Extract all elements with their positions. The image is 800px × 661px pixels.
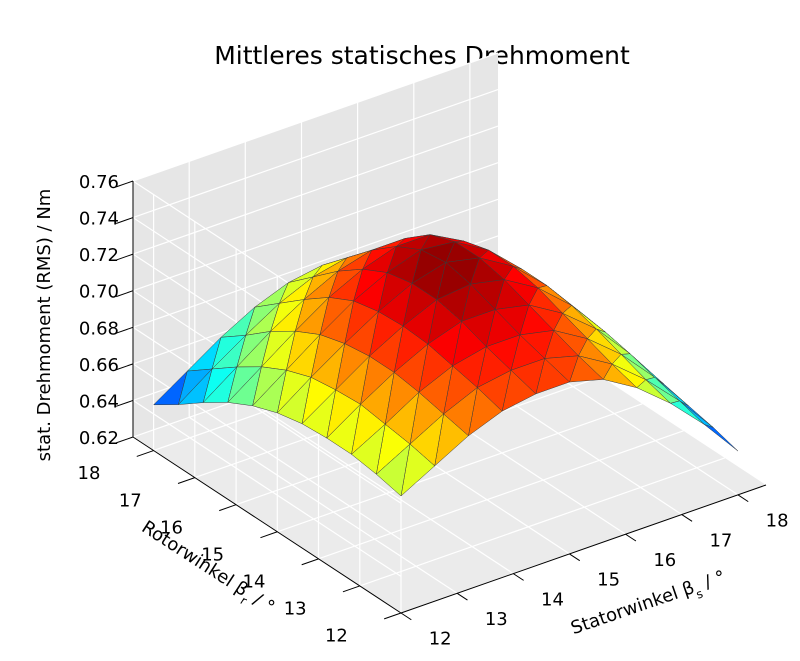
x-tick-mark (625, 533, 637, 542)
surface-face (277, 377, 312, 424)
y-tick-label: 18 (78, 463, 101, 484)
y-axis-line (132, 436, 402, 614)
y-tick-label: 15 (201, 544, 224, 565)
z-axis-label: stat. Drehmoment (RMS) / Nm (34, 189, 55, 462)
x-tick-label: 12 (429, 629, 452, 650)
x-axis-label: Statorwinkel βs / ° (568, 567, 730, 644)
z-tick-label: 0.66 (79, 355, 119, 376)
z-tick-label: 0.70 (79, 282, 119, 303)
y-tick-label: 13 (284, 599, 307, 620)
surface-face (178, 368, 213, 405)
y-tick-label: 16 (160, 517, 183, 538)
z-tick-label: 0.76 (79, 172, 119, 193)
surface-face (670, 400, 705, 425)
x-tick-label: 14 (541, 589, 564, 610)
x-tick-mark (569, 553, 581, 562)
surface-face (252, 369, 287, 414)
surface-face (703, 424, 739, 452)
x-tick-mark (400, 612, 412, 621)
y-tick-mark (260, 531, 278, 539)
z-tick-mark (115, 290, 134, 298)
z-tick-mark (115, 399, 134, 407)
y-tick-label: 12 (325, 626, 348, 647)
x-tick-mark (456, 592, 468, 601)
x-tick-label: 13 (485, 609, 508, 630)
x-tick-label: 15 (597, 570, 620, 591)
surface-face (376, 443, 411, 497)
z-tick-label: 0.74 (79, 209, 119, 230)
z-tick-mark (115, 363, 134, 371)
z-tick-mark (115, 436, 134, 444)
x-tick-label: 17 (709, 530, 732, 551)
y-tick-mark (342, 585, 360, 593)
chart-title: Mittleres statisches Drehmoment (214, 41, 630, 70)
z-tick-mark (115, 253, 134, 261)
z-tick-label: 0.64 (79, 391, 119, 412)
y-tick-mark (219, 504, 237, 512)
y-axis-label: Rotorwinkel βr / ° (135, 517, 278, 623)
x-tick-label: 18 (766, 511, 789, 532)
z-tick-label: 0.72 (79, 245, 119, 266)
axes: 12 13 14 15 16 17 18 12 13 14 15 16 17 18 0.62 0.64 0.66… (78, 172, 789, 650)
y-tick-mark (383, 612, 402, 620)
y-tick-label: 17 (119, 490, 142, 511)
y-tick-mark (177, 477, 196, 484)
z-tick-mark (115, 326, 134, 334)
z-tick-label: 0.62 (79, 428, 119, 449)
z-tick-mark (115, 180, 134, 188)
z-tick-label: 0.68 (79, 318, 119, 339)
x-axis-line (400, 484, 767, 614)
x-tick-mark (513, 573, 524, 581)
y-tick-mark (301, 558, 319, 566)
y-tick-label: 14 (243, 572, 266, 593)
x-tick-mark (737, 494, 749, 503)
y-tick-mark (136, 450, 154, 457)
surface-mesh (153, 234, 739, 497)
surface-face (351, 423, 386, 475)
x-tick-mark (681, 514, 693, 522)
surface-face (679, 400, 714, 428)
z-tick-mark (115, 217, 134, 224)
x-tick-label: 16 (653, 550, 676, 571)
